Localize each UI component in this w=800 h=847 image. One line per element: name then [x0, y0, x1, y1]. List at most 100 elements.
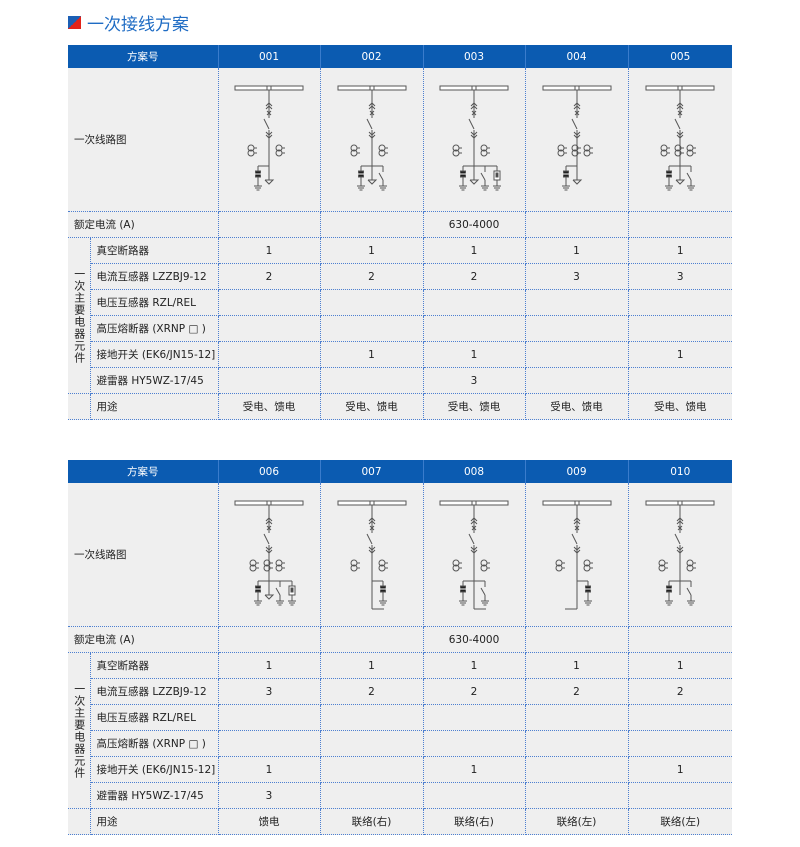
plug-contact-icon	[470, 516, 478, 524]
component-quantity	[628, 782, 732, 809]
vacuum-breaker-icon	[468, 533, 475, 544]
section-title: 一次接线方案	[68, 10, 189, 35]
current-transformer-icon	[378, 144, 388, 156]
diagram-row: 一次线路图	[68, 483, 732, 627]
component-quantity: 1	[320, 652, 424, 679]
single-line-diagram	[439, 85, 509, 190]
diagram-cell	[423, 68, 526, 212]
fuse-pt-icon	[493, 165, 501, 186]
current-transformer-icon	[452, 559, 462, 571]
component-quantity	[423, 704, 526, 731]
rated-current-row: 额定电流 (A) 630-4000	[68, 211, 732, 238]
component-quantity: 1	[320, 341, 424, 368]
ground-icon	[561, 185, 570, 190]
diagram-cell	[320, 483, 424, 627]
diagram-label: 一次线路图	[68, 68, 219, 212]
component-quantity: 2	[423, 263, 526, 290]
current-transformer-icon	[480, 559, 490, 571]
breaker-x-icon	[369, 110, 374, 115]
scheme-id-header: 008	[423, 460, 526, 483]
component-quantity	[320, 367, 424, 394]
rated-current-value	[320, 211, 424, 238]
current-transformer-icon	[247, 144, 257, 156]
component-quantity	[218, 289, 321, 316]
diagram-label: 一次线路图	[68, 483, 219, 627]
ground-icon	[665, 185, 674, 190]
breaker-x-icon	[471, 110, 477, 115]
scheme-id-header: 010	[628, 460, 732, 483]
component-quantity	[218, 704, 321, 731]
vacuum-breaker-icon	[468, 118, 475, 129]
rated-current-value	[525, 626, 629, 653]
diagram-cell	[218, 483, 321, 627]
header-row: 方案号 001 002 003 004 005	[68, 45, 732, 68]
component-label: 真空断路器	[90, 652, 219, 679]
current-transformer-icon	[658, 559, 669, 571]
component-label: 真空断路器	[90, 237, 219, 264]
component-group-label: 一次主要电器元件	[68, 652, 91, 809]
usage-value: 联络(右)	[423, 808, 526, 835]
single-line-diagram	[542, 85, 611, 190]
breaker-x-icon	[574, 525, 579, 530]
breaker-x-icon	[677, 110, 683, 115]
usage-value: 馈电	[218, 808, 321, 835]
vacuum-breaker-icon	[674, 118, 681, 129]
plug-contact-icon	[470, 101, 478, 109]
component-row: 高压熔断器 (XRNP □ )	[68, 730, 732, 757]
component-quantity	[320, 730, 424, 757]
scheme-number-header: 方案号	[68, 45, 219, 68]
component-quantity	[320, 704, 424, 731]
scheme-table: 方案号 001 002 003 004 005 一次线路图 额定电流 (A) 630-4000 一…	[68, 45, 732, 420]
plug-contact-icon	[265, 101, 273, 109]
surge-arrester-icon	[357, 165, 364, 186]
rated-current-value: 630-4000	[423, 626, 526, 653]
breaker-x-icon	[369, 525, 374, 530]
current-transformer-icon	[263, 559, 273, 571]
usage-value: 受电、馈电	[218, 393, 321, 420]
earth-switch-icon	[480, 165, 486, 186]
component-quantity	[525, 756, 629, 783]
component-quantity: 2	[628, 678, 732, 705]
ground-icon	[378, 600, 387, 605]
component-quantity	[218, 367, 321, 394]
component-quantity	[423, 315, 526, 342]
section-title-text: 一次接线方案	[87, 14, 189, 35]
cable-terminal-icon	[264, 594, 275, 600]
breaker-x-icon	[266, 110, 272, 115]
ground-icon	[356, 185, 365, 190]
plug-contact-icon	[676, 131, 684, 139]
component-quantity: 3	[423, 367, 526, 394]
current-transformer-icon	[674, 144, 685, 156]
component-quantity	[525, 315, 629, 342]
component-label: 电流互感器 LZZBJ9-12	[90, 678, 219, 705]
component-quantity: 1	[218, 756, 321, 783]
component-label: 接地开关 (EK6/JN15-12]	[90, 341, 219, 368]
plug-contact-icon	[676, 546, 684, 554]
cable-terminal-icon	[367, 179, 377, 185]
component-quantity	[525, 367, 629, 394]
fuse-pt-icon	[288, 580, 296, 601]
component-quantity: 3	[628, 263, 732, 290]
usage-spacer	[68, 393, 91, 420]
usage-label: 用途	[90, 393, 219, 420]
bus-joint	[369, 85, 374, 90]
scheme-id-header: 001	[218, 45, 321, 68]
diagram-cell	[628, 483, 732, 627]
component-row: 避雷器 HY5WZ-17/45 3	[68, 367, 732, 394]
rated-current-row: 额定电流 (A) 630-4000	[68, 626, 732, 653]
scheme-id-header: 007	[320, 460, 424, 483]
ground-icon	[276, 600, 284, 605]
ground-icon	[665, 600, 674, 605]
cable-terminal-icon	[675, 179, 686, 185]
single-line-diagram	[542, 500, 611, 609]
component-quantity: 2	[525, 678, 629, 705]
component-label: 避雷器 HY5WZ-17/45	[90, 367, 219, 394]
single-line-diagram	[439, 500, 509, 609]
component-quantity: 3	[218, 678, 321, 705]
cable-terminal-icon	[572, 179, 582, 185]
breaker-x-icon	[266, 525, 272, 530]
plug-contact-icon	[573, 101, 580, 109]
rated-current-label: 额定电流 (A)	[68, 626, 219, 653]
diagram-cell	[218, 68, 321, 212]
single-line-diagram	[337, 500, 406, 609]
